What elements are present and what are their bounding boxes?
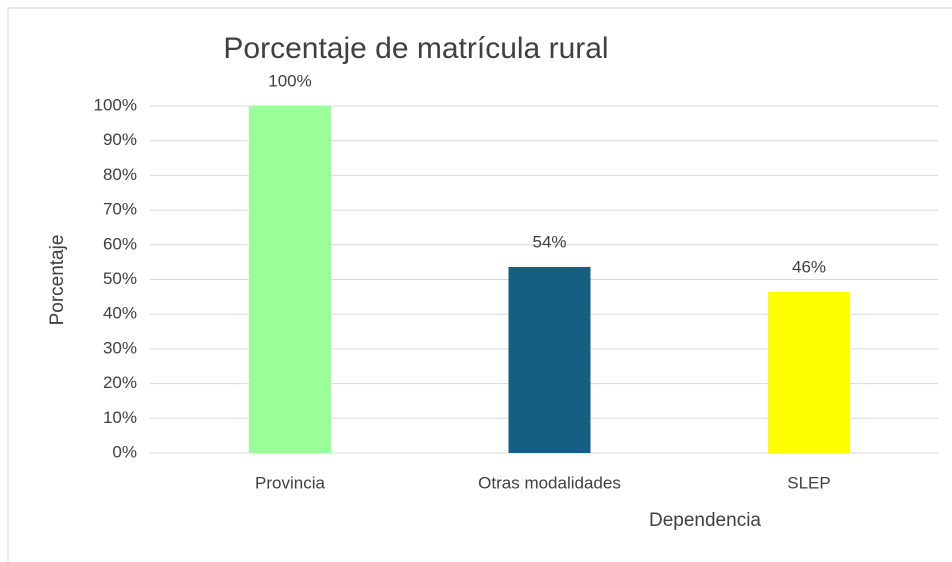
data-label: 46%	[792, 257, 826, 276]
y-tick-label: 70%	[103, 200, 137, 219]
y-tick-label: 40%	[103, 304, 137, 323]
y-tick-label: 50%	[103, 269, 137, 288]
y-tick-label: 60%	[103, 234, 137, 253]
y-tick-label: 80%	[103, 165, 137, 184]
bar	[508, 267, 591, 453]
y-tick-label: 90%	[103, 130, 137, 149]
y-tick-label: 0%	[112, 442, 137, 461]
y-tick-label: 100%	[94, 95, 137, 114]
x-tick-label: SLEP	[787, 473, 830, 492]
x-tick-label: Otras modalidades	[478, 473, 621, 492]
y-tick-label: 30%	[103, 338, 137, 357]
y-tick-label: 20%	[103, 373, 137, 392]
x-axis-label: Dependencia	[649, 510, 761, 531]
data-label: 54%	[532, 232, 566, 251]
x-tick-label: Provincia	[255, 473, 325, 492]
chart-border	[7, 7, 952, 562]
data-label: 100%	[268, 71, 311, 90]
bar	[768, 291, 850, 453]
chart-title: Porcentaje de matrícula rural	[223, 32, 608, 65]
bar	[249, 106, 331, 453]
y-axis-label: Porcentaje	[47, 235, 68, 326]
y-tick-label: 10%	[103, 408, 137, 427]
